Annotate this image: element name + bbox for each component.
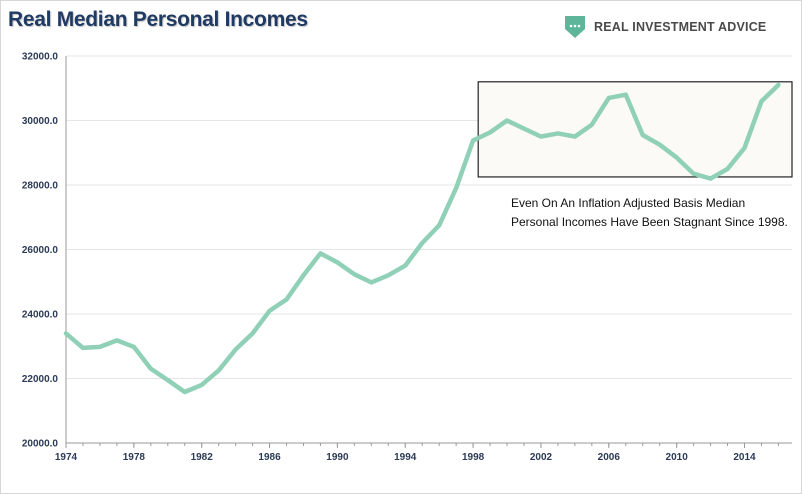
x-tick-label: 1986	[258, 452, 281, 463]
y-tick-label: 26000.0	[22, 245, 59, 256]
x-tick-label: 2010	[666, 452, 689, 463]
y-tick-label: 28000.0	[22, 181, 59, 192]
x-tick-labels: 1974 1978 1982 1986 1990 1994 1998 2002 2006 2010…	[55, 452, 756, 463]
brand-name: REAL INVESTMENT ADVICE	[594, 20, 767, 34]
x-tick-label: 2014	[733, 452, 756, 463]
x-tick-label: 1994	[394, 452, 417, 463]
y-tick-label: 22000.0	[22, 374, 59, 385]
y-tick-label: 30000.0	[22, 116, 59, 127]
x-tick-label: 1982	[191, 452, 214, 463]
x-tick-label: 1998	[462, 452, 485, 463]
x-tick-label: 1978	[123, 452, 146, 463]
x-tick-label: 2006	[598, 452, 621, 463]
x-tick-label: 1974	[55, 452, 78, 463]
y-tick-label: 20000.0	[22, 439, 59, 450]
y-tick-label: 32000.0	[22, 52, 59, 63]
shield-logo-icon	[565, 16, 585, 38]
y-tick-labels: 20000.0 22000.0 24000.0 26000.0 28000.0 30000…	[22, 52, 59, 450]
grid-lines	[66, 55, 792, 379]
series-lines	[63, 82, 781, 395]
brand-logo: REAL INVESTMENT ADVICE	[564, 14, 766, 40]
axes	[65, 56, 792, 448]
annotation-text: Even On An Inflation Adjusted Basis Medi…	[511, 196, 788, 229]
chart-title: Real Median Personal Incomes	[8, 8, 308, 31]
series-line	[63, 82, 781, 395]
x-tick-label: 1990	[326, 452, 349, 463]
x-tick-label: 2002	[530, 452, 553, 463]
y-tick-label: 24000.0	[22, 310, 59, 321]
